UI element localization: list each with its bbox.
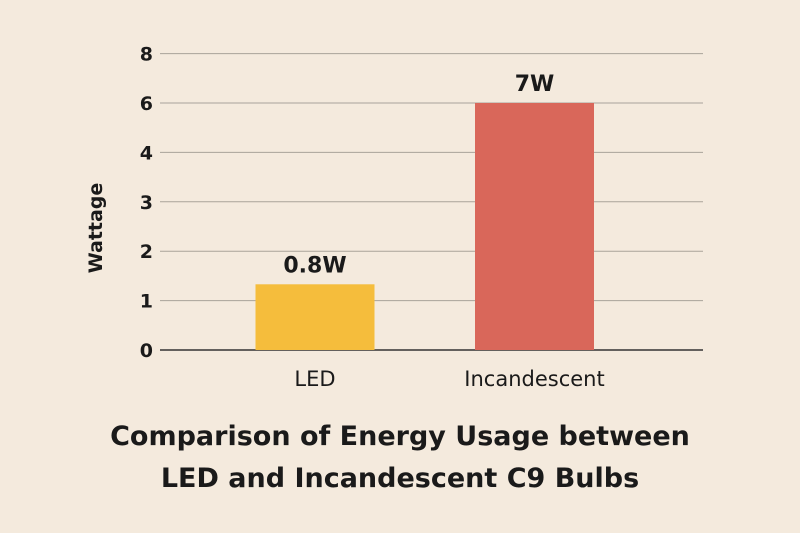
y-tick-label: 8 bbox=[140, 44, 153, 66]
y-axis-label: Wattage bbox=[85, 183, 107, 274]
gridlines: 0 1 2 3 4 6 8 bbox=[140, 44, 703, 362]
x-tick-label: LED bbox=[294, 367, 335, 391]
chart-title-line-1: Comparison of Energy Usage between bbox=[110, 421, 690, 452]
chart-title-line-2: LED and Incandescent C9 Bulbs bbox=[160, 463, 640, 494]
x-tick-label: Incandescent bbox=[464, 367, 604, 391]
bars: 0.8W LED 7W Incandescent bbox=[255, 72, 605, 391]
y-tick-label: 0 bbox=[140, 340, 153, 362]
y-tick-label: 3 bbox=[140, 192, 153, 214]
y-tick-label: 1 bbox=[140, 291, 153, 313]
data-label: 7W bbox=[515, 72, 555, 97]
y-tick-label: 6 bbox=[140, 93, 153, 115]
data-label: 0.8W bbox=[283, 253, 346, 278]
bar-led bbox=[255, 284, 375, 350]
bar-incandescent bbox=[475, 103, 594, 350]
y-tick-label: 4 bbox=[140, 142, 153, 164]
y-tick-label: 2 bbox=[140, 241, 153, 263]
